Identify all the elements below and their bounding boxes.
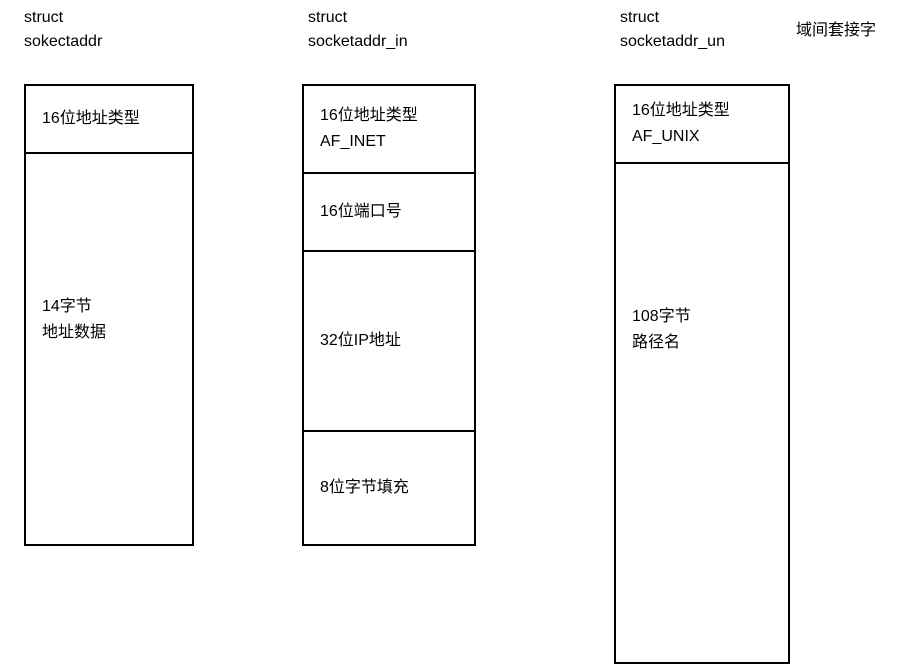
struct-3-cell-1-line-2: AF_UNIX <box>632 124 772 150</box>
struct-2-cell-1-line-1: 16位地址类型 <box>320 103 458 129</box>
struct-box-1: 16位地址类型 14字节地址数据 <box>24 84 194 546</box>
struct-label-3-line2: socketaddr_un <box>620 30 725 54</box>
struct-2-cell-2-line-1: 16位端口号 <box>320 199 458 225</box>
struct-1-cell-2-line-2: 地址数据 <box>42 320 176 346</box>
struct-1-cell-1: 16位地址类型 <box>26 86 192 154</box>
struct-1-cell-1-line-1: 16位地址类型 <box>42 106 176 132</box>
struct-3-cell-1-line-1: 16位地址类型 <box>632 98 772 124</box>
struct-2-cell-3-line-1: 32位IP地址 <box>320 328 458 354</box>
struct-1-cell-2-line-1: 14字节 <box>42 294 176 320</box>
struct-3-cell-2-line-2: 路径名 <box>632 330 772 356</box>
struct-3-cell-2: 108字节路径名 <box>616 164 788 662</box>
struct-2-cell-4: 8位字节填充 <box>304 432 474 544</box>
corner-label: 域间套接字 <box>796 16 876 40</box>
struct-2-cell-1-line-2: AF_INET <box>320 129 458 155</box>
struct-label-3: struct socketaddr_un <box>620 6 725 54</box>
struct-label-2-line2: socketaddr_in <box>308 30 408 54</box>
struct-2-cell-2: 16位端口号 <box>304 174 474 252</box>
struct-label-3-line1: struct <box>620 6 725 30</box>
struct-1-cell-2: 14字节地址数据 <box>26 154 192 544</box>
struct-box-2: 16位地址类型AF_INET 16位端口号 32位IP地址 8位字节填充 <box>302 84 476 546</box>
struct-box-3: 16位地址类型AF_UNIX108字节路径名 <box>614 84 790 664</box>
struct-3-cell-1: 16位地址类型AF_UNIX <box>616 86 788 164</box>
struct-3-cell-2-line-1: 108字节 <box>632 304 772 330</box>
struct-2-cell-4-line-1: 8位字节填充 <box>320 475 458 501</box>
struct-label-2-line1: struct <box>308 6 408 30</box>
struct-label-2: struct socketaddr_in <box>308 6 408 54</box>
struct-2-cell-1: 16位地址类型AF_INET <box>304 86 474 174</box>
struct-label-1-line2: sokectaddr <box>24 30 102 54</box>
struct-label-1-line1: struct <box>24 6 102 30</box>
struct-2-cell-3: 32位IP地址 <box>304 252 474 432</box>
struct-label-1: struct sokectaddr <box>24 6 102 54</box>
